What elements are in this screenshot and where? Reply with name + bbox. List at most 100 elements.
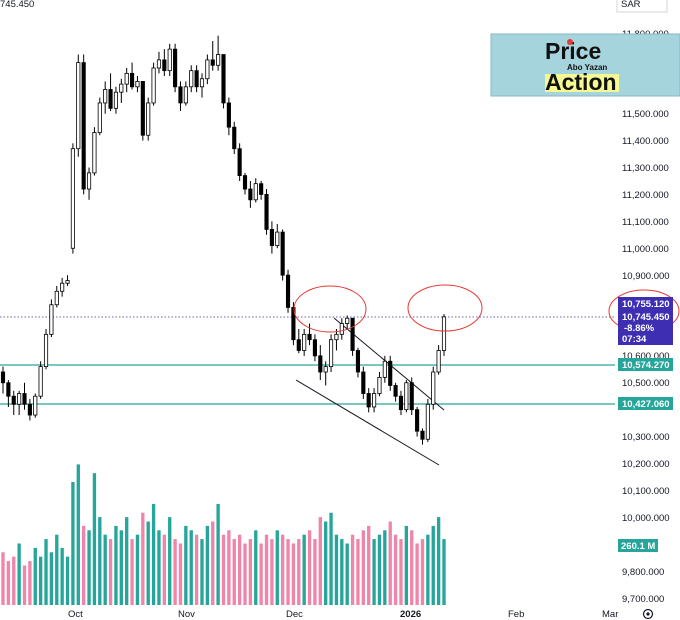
candle-body-up — [372, 393, 377, 408]
time-label-mar: Mar — [602, 609, 618, 620]
candle-body-down — [361, 371, 366, 394]
candle-body-down — [248, 188, 253, 201]
svg-text:Action: Action — [545, 69, 617, 95]
candle — [302, 328, 307, 356]
candle-body-up — [323, 366, 328, 373]
volume-bar — [388, 521, 392, 605]
price-action-logo: Price Abo Yazan Action — [490, 33, 680, 97]
candle-body-up — [275, 231, 280, 246]
candle — [269, 221, 274, 254]
candle — [92, 127, 97, 176]
candle-body-down — [409, 382, 414, 411]
volume-bar — [334, 534, 339, 605]
candle — [86, 167, 92, 200]
candle-body-up — [49, 304, 54, 335]
volume-bar — [383, 530, 387, 605]
candle-body-down — [194, 70, 199, 88]
volume-bar — [151, 503, 156, 605]
volume-bar — [92, 473, 97, 605]
candle — [323, 361, 328, 386]
volume-bar — [313, 539, 317, 605]
volume-bar — [205, 525, 210, 605]
candle — [275, 224, 280, 249]
candle — [178, 81, 183, 112]
currency-select[interactable]: SAR — [616, 0, 668, 13]
candle-body-down — [269, 229, 274, 246]
volume-bar — [340, 539, 344, 605]
price-label: 9,800.000 — [622, 567, 664, 578]
candle-body-up — [33, 395, 38, 416]
candle-body-down — [355, 350, 361, 373]
candle — [398, 390, 404, 416]
candle — [189, 65, 194, 93]
candle-body-down — [6, 382, 11, 397]
volume-bar — [361, 530, 365, 605]
volume-bar — [33, 547, 37, 605]
candle — [264, 189, 269, 235]
volume-bar — [189, 530, 193, 605]
volume-bar — [12, 556, 16, 605]
candle-body-down — [162, 59, 167, 72]
ellipse-current-high — [407, 284, 483, 332]
candle — [393, 382, 398, 402]
candle — [22, 382, 27, 410]
candle — [205, 54, 210, 85]
candle — [431, 366, 436, 410]
candle — [119, 78, 124, 103]
price-label: 10,500.000 — [622, 378, 670, 389]
candle — [382, 355, 387, 383]
candle — [328, 334, 334, 372]
candle — [65, 275, 70, 286]
price-label: 10,000.000 — [622, 513, 670, 524]
candle-body-up — [425, 403, 430, 440]
volume-bar — [28, 561, 32, 605]
price-label: 10,100.000 — [622, 486, 670, 497]
candle-body-up — [328, 339, 334, 368]
candle-body-up — [334, 333, 339, 341]
candle-body-up — [216, 54, 221, 66]
candle-body-up — [199, 78, 205, 88]
volume-bars — [1, 464, 446, 605]
candle-body-up — [54, 290, 59, 306]
candle — [237, 143, 242, 181]
candle — [124, 67, 129, 93]
candle-body-down — [81, 62, 86, 190]
candle — [11, 390, 16, 416]
candle — [70, 143, 75, 254]
candle — [248, 180, 253, 208]
volume-bar — [259, 543, 263, 605]
candle — [216, 35, 221, 71]
candle — [167, 43, 172, 77]
candle-body-up — [65, 280, 70, 284]
volume-bar — [168, 517, 172, 605]
volume-bar — [103, 534, 107, 605]
candle-body-down — [307, 333, 312, 341]
candle-body-up — [60, 282, 65, 292]
gear-icon[interactable] — [642, 608, 654, 620]
volume-bar — [44, 539, 48, 605]
candle — [307, 323, 312, 346]
candle-body-down — [398, 395, 404, 411]
candle — [312, 334, 317, 362]
volume-bar — [157, 530, 161, 605]
candle — [103, 81, 108, 114]
volume-bar — [415, 543, 419, 605]
volume-bar — [399, 539, 403, 605]
volume-bar — [108, 539, 113, 605]
volume-bar — [404, 525, 409, 605]
candle-body-down — [27, 403, 32, 416]
volume-bar — [372, 539, 376, 605]
candle — [280, 229, 285, 281]
high-price-tag: 10,755.120 — [618, 297, 673, 310]
candle-body-down — [173, 48, 178, 88]
volume-bar — [200, 539, 204, 605]
candle — [43, 328, 49, 370]
candle — [27, 398, 32, 421]
candle-body-up — [302, 333, 307, 351]
candle-body-up — [339, 323, 344, 335]
time-axis: Oct Nov Dec 2026 Feb Mar — [68, 609, 618, 620]
candle-body-up — [135, 81, 140, 88]
time-label-oct: Oct — [68, 609, 83, 620]
volume-bar — [426, 534, 430, 605]
